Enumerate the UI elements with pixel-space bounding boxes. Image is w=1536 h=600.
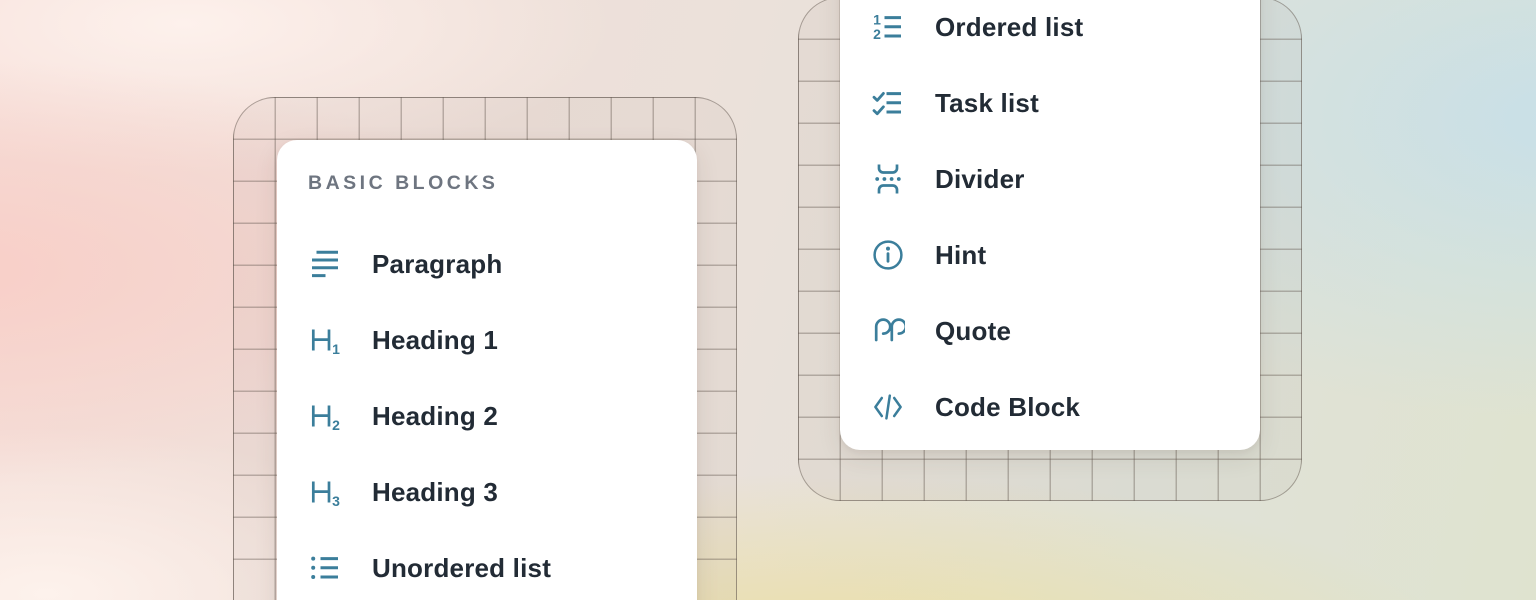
svg-text:3: 3 <box>332 493 340 509</box>
menu-item-label: Code Block <box>935 391 1081 422</box>
menu-item-code-block[interactable]: Code Block <box>840 369 1260 445</box>
menu-item-divider[interactable]: Divider <box>840 141 1260 217</box>
menu-item-label: Hint <box>935 239 987 270</box>
unordered-list-icon <box>308 551 342 585</box>
heading-1-icon: 1 <box>308 323 342 357</box>
menu-item-unordered-list[interactable]: Unordered list <box>277 530 697 600</box>
svg-text:2: 2 <box>332 417 340 433</box>
hint-icon <box>871 238 905 272</box>
menu-item-heading-3[interactable]: 3 Heading 3 <box>277 454 697 530</box>
menu-item-paragraph[interactable]: Paragraph <box>277 226 697 302</box>
basic-blocks-list: Paragraph 1 Heading 1 2 Heading 2 3 Heading 3 U… <box>277 226 697 600</box>
menu-item-label: Ordered list <box>935 11 1084 42</box>
menu-item-hint[interactable]: Hint <box>840 217 1260 293</box>
heading-2-icon: 2 <box>308 399 342 433</box>
svg-text:2: 2 <box>873 26 881 42</box>
menu-item-heading-2[interactable]: 2 Heading 2 <box>277 378 697 454</box>
menu-item-label: Heading 2 <box>372 400 499 431</box>
menu-item-label: Quote <box>935 315 1012 346</box>
heading-3-icon: 3 <box>308 475 342 509</box>
menu-item-label: Unordered list <box>372 552 552 583</box>
divider-icon <box>871 162 905 196</box>
block-menu-more-card: 1 2 Ordered list Task list Divider Hint Quote C… <box>840 0 1260 450</box>
more-blocks-list: 1 2 Ordered list Task list Divider Hint Quote C… <box>840 0 1260 445</box>
menu-item-heading-1[interactable]: 1 Heading 1 <box>277 302 697 378</box>
quote-icon <box>871 314 905 348</box>
menu-item-quote[interactable]: Quote <box>840 293 1260 369</box>
section-label: BASIC BLOCKS <box>308 172 499 194</box>
menu-item-label: Divider <box>935 163 1025 194</box>
menu-item-label: Heading 1 <box>372 324 499 355</box>
menu-item-label: Task list <box>935 87 1039 118</box>
menu-item-task-list[interactable]: Task list <box>840 65 1260 141</box>
svg-text:1: 1 <box>332 341 340 357</box>
menu-item-label: Heading 3 <box>372 476 499 507</box>
paragraph-icon <box>308 247 342 281</box>
block-menu-basic-card: BASIC BLOCKS Paragraph 1 Heading 1 2 Heading… <box>277 140 697 600</box>
svg-text:1: 1 <box>873 11 881 27</box>
menu-item-label: Paragraph <box>372 248 503 279</box>
menu-item-ordered-list[interactable]: 1 2 Ordered list <box>840 0 1260 65</box>
code-block-icon <box>871 390 905 424</box>
task-list-icon <box>871 86 905 120</box>
